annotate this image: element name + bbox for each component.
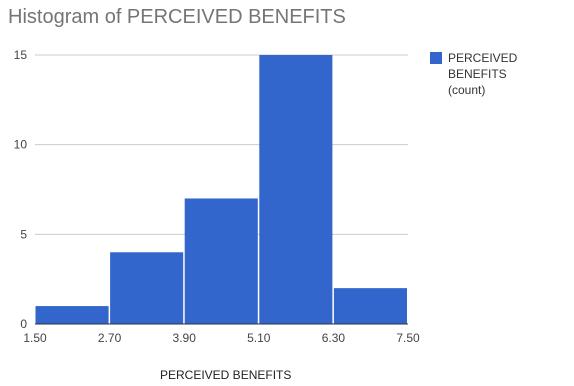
y-tick-label-3: 15 [14,48,28,62]
x-tick-label-3: 5.10 [247,331,271,345]
y-tick-label-1: 5 [20,227,27,241]
histogram-bar-2 [184,198,258,324]
x-axis-label: PERCEIVED BENEFITS [160,368,292,382]
y-tick-label-2: 10 [14,138,28,152]
x-tick-label-4: 6.30 [322,331,346,345]
legend-label-line1: PERCEIVED BENEFITS [448,51,518,81]
histogram-bar-1 [110,252,184,324]
x-tick-label-2: 3.90 [173,331,197,345]
x-tick-label-1: 2.70 [98,331,122,345]
histogram-bar-4 [333,288,407,324]
legend-label-line2: (count) [448,83,486,97]
histogram-bar-3 [259,55,333,324]
x-tick-label-0: 1.50 [23,331,47,345]
legend-label: PERCEIVED BENEFITS (count) [448,50,574,98]
histogram-bar-0 [35,306,109,324]
y-tick-label-0: 0 [20,317,27,331]
chart-title: Histogram of PERCEIVED BENEFITS [8,6,346,28]
legend-swatch [430,52,442,64]
x-tick-label-5: 7.50 [396,331,420,345]
